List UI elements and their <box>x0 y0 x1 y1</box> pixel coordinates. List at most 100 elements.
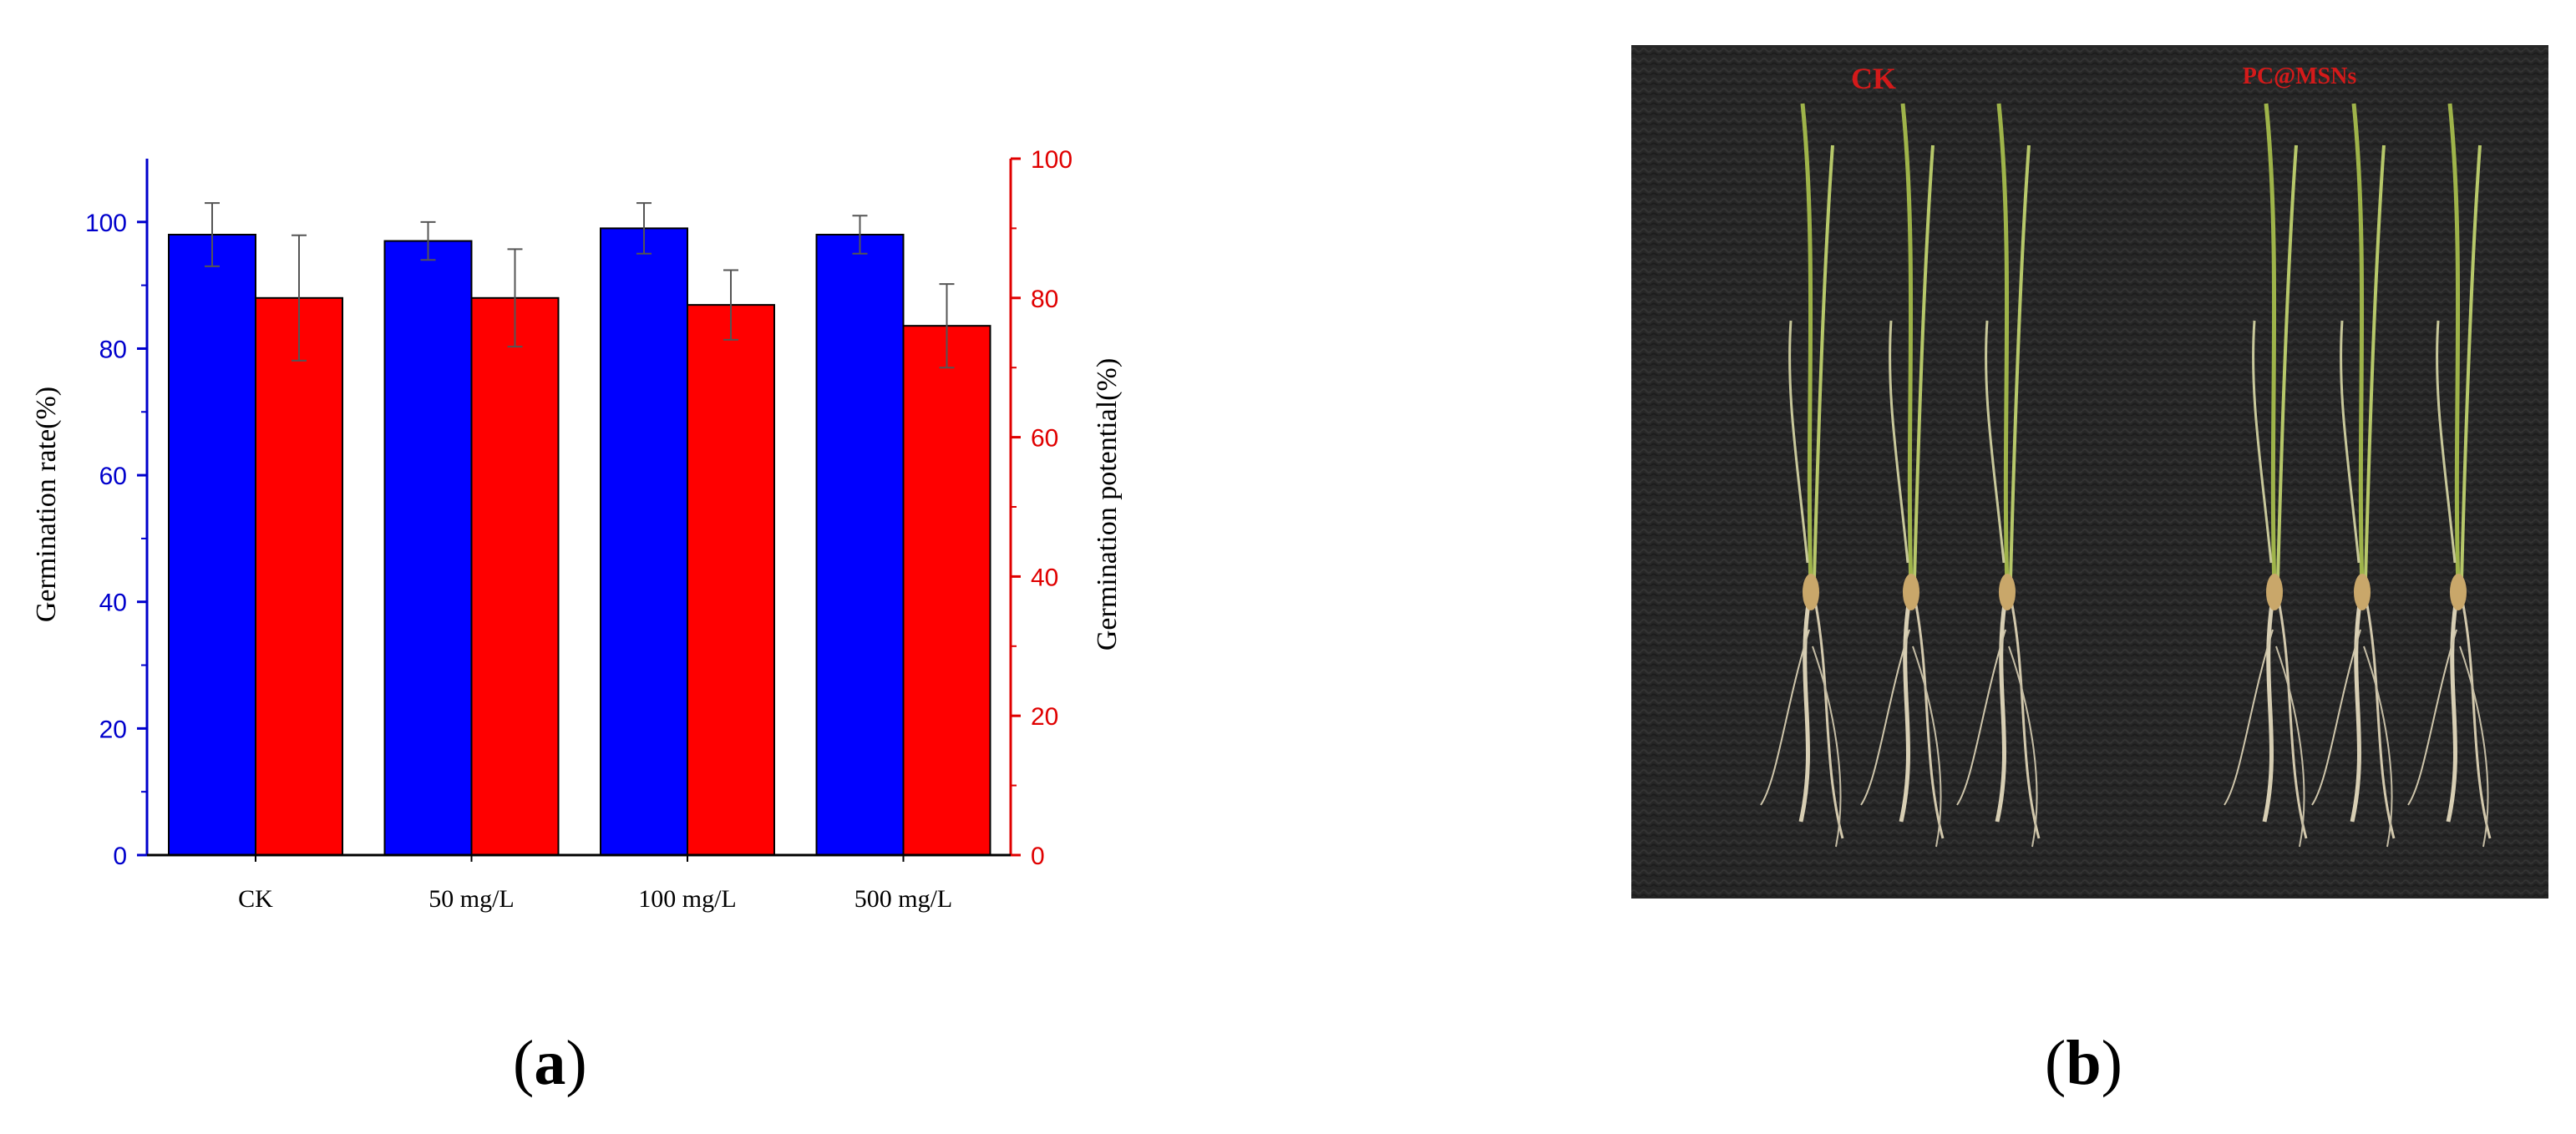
seedling-root <box>2446 587 2461 823</box>
y-tick-label-right-80: 80 <box>1031 286 1058 313</box>
seedling-root <box>2363 645 2393 848</box>
y-tick-label-left-0: 0 <box>113 843 127 870</box>
y-tick-label-right-0: 0 <box>1031 843 1045 870</box>
photo-label-ck: CK <box>1851 62 1896 95</box>
seedling-4 <box>2224 103 2308 848</box>
seedling-leaf <box>1800 103 1813 589</box>
seedling-leaf <box>2264 103 2277 589</box>
seedling-root <box>1798 587 1813 823</box>
seedling-root <box>2364 595 2396 839</box>
y-tick-label-left-100: 100 <box>85 210 127 237</box>
error-bar-potential-3 <box>939 283 955 369</box>
seedling-sheath <box>1889 320 1909 564</box>
bar-potential-2 <box>687 304 775 856</box>
error-bar-layer <box>205 202 955 369</box>
y-tick-label-left-80: 80 <box>99 336 127 363</box>
seedling-root <box>1860 629 1910 806</box>
seedling-root <box>1812 645 1842 848</box>
seedlings-group <box>1760 103 2492 848</box>
bar-potential-0 <box>255 296 343 856</box>
seedling-5 <box>2311 103 2396 848</box>
bar-rate-0 <box>168 233 256 856</box>
seedling-root <box>2459 645 2489 848</box>
seedling-leaf <box>1913 144 1935 580</box>
seedling-leaf <box>1900 103 1914 589</box>
bar-rate-2 <box>600 227 688 856</box>
seedling-sheath <box>1788 320 1809 564</box>
seedling-root <box>2224 629 2274 806</box>
panel-label-b: (b) <box>2045 1028 2122 1098</box>
y-axis-label-right: Germination potential(%) <box>1092 358 1123 651</box>
y-tick-label-right-60: 60 <box>1031 425 1058 453</box>
seedling-root <box>1899 587 1914 823</box>
seedling-root <box>2262 587 2277 823</box>
seedling-root <box>2008 645 2038 848</box>
seedling-1 <box>1760 103 1844 848</box>
y-tick-label-left-60: 60 <box>99 463 127 490</box>
seedling-root <box>1760 629 1810 806</box>
bar-potential-3 <box>902 325 991 857</box>
seedling-root <box>1912 645 1942 848</box>
y-tick-label-left-40: 40 <box>99 590 127 617</box>
seedling-seed <box>1903 574 1919 610</box>
error-bar-rate-3 <box>852 215 868 255</box>
seedling-root <box>1913 595 1945 839</box>
bar-potential-1 <box>470 296 560 856</box>
seedling-2 <box>1860 103 1945 848</box>
panel-label-a: (a) <box>513 1028 587 1098</box>
photo-label-pc-msns: PC@MSNs <box>2243 63 2357 89</box>
seedling-root <box>1813 595 1844 839</box>
error-bar-rate-1 <box>420 220 436 261</box>
y-tick-label-left-20: 20 <box>99 716 127 743</box>
seedling-root <box>2407 629 2457 806</box>
y-tick-label-right-40: 40 <box>1031 564 1058 591</box>
seedling-photo: CK PC@MSNs <box>1631 45 2548 899</box>
error-bar-rate-2 <box>636 202 652 255</box>
x-tick-label-3: 500 mg/L <box>854 885 953 913</box>
seedling-photo-illustration: CK PC@MSNs <box>1631 45 2548 899</box>
seedling-sheath <box>2436 320 2457 564</box>
x-tick-label-0: CK <box>238 885 273 913</box>
y-axis-label-left: Germination rate(%) <box>31 387 62 622</box>
error-bar-potential-1 <box>507 248 523 348</box>
bar-rate-1 <box>383 240 473 856</box>
seedling-3 <box>1956 103 2041 848</box>
germination-chart: CK 50 mg/L 100 mg/L 500 mg/L 0 20 40 60 80 100 0 20… <box>31 146 1123 913</box>
photo-background <box>1631 45 2548 899</box>
seedling-leaf <box>2351 103 2365 589</box>
seedling-seed <box>1803 574 1819 610</box>
error-bar-rate-0 <box>205 202 220 267</box>
seedling-seed <box>2266 574 2283 610</box>
x-tick-label-2: 100 mg/L <box>638 885 737 913</box>
seedling-leaf <box>1813 144 1834 580</box>
seedling-seed <box>2354 574 2371 610</box>
seedling-root <box>2350 587 2365 823</box>
seedling-root <box>2460 595 2492 839</box>
seedling-leaf <box>2364 144 2386 580</box>
seedling-leaf <box>1996 103 2010 589</box>
bar-layer <box>168 227 991 857</box>
seedling-leaf <box>2447 103 2461 589</box>
seedling-root <box>2009 595 2041 839</box>
seedling-seed <box>1999 574 2016 610</box>
seedling-leaf <box>2276 144 2298 580</box>
seedling-sheath <box>2252 320 2273 564</box>
y-tick-label-right-20: 20 <box>1031 703 1058 731</box>
seedling-root <box>2276 595 2308 839</box>
seedling-root <box>1995 587 2010 823</box>
seedling-leaf <box>2009 144 2031 580</box>
bar-rate-3 <box>815 233 905 856</box>
seedling-seed <box>2450 574 2467 610</box>
error-bar-potential-0 <box>292 234 307 362</box>
seedling-root <box>2311 629 2361 806</box>
x-tick-label-1: 50 mg/L <box>428 885 515 913</box>
seedling-root <box>1956 629 2006 806</box>
seedling-6 <box>2407 103 2492 848</box>
y-tick-label-right-100: 100 <box>1031 146 1072 174</box>
seedling-leaf <box>2460 144 2482 580</box>
error-bar-potential-2 <box>723 269 738 341</box>
seedling-root <box>2275 645 2305 848</box>
seedling-sheath <box>2340 320 2360 564</box>
seedling-sheath <box>1985 320 2006 564</box>
